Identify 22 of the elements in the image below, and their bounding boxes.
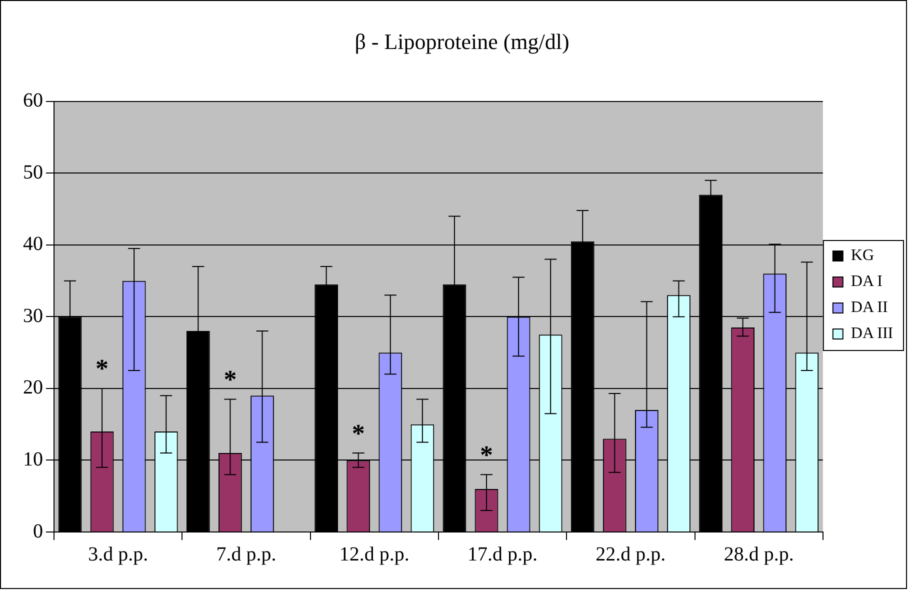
chart-title: β - Lipoproteine (mg/dl) (354, 28, 570, 54)
legend-label: DA II (850, 299, 888, 316)
x-tick-label: 3.d p.p. (88, 543, 148, 566)
y-tick-label: 10 (23, 448, 43, 470)
y-tick-label: 0 (33, 520, 43, 542)
y-tick-label: 30 (23, 304, 43, 327)
x-tick-label: 28.d p.p. (724, 543, 794, 566)
annotation: * (480, 440, 494, 470)
legend-label: KG (850, 247, 874, 264)
annotation: * (352, 418, 365, 448)
x-tick-label: 7.d p.p. (216, 543, 276, 566)
x-tick-label: 22.d p.p. (596, 543, 666, 566)
annotation: * (96, 354, 109, 384)
x-tick-label: 12.d p.p. (339, 543, 410, 566)
annotation: * (224, 364, 237, 394)
y-tick-label: 50 (23, 161, 43, 184)
y-tick-label: 40 (23, 233, 43, 256)
x-tick-label: 17.d p.p. (468, 543, 538, 566)
legend-label: DA I (850, 273, 882, 290)
legend-label: DA III (850, 325, 894, 342)
y-tick-label: 20 (23, 376, 43, 399)
y-tick-label: 60 (23, 90, 43, 112)
